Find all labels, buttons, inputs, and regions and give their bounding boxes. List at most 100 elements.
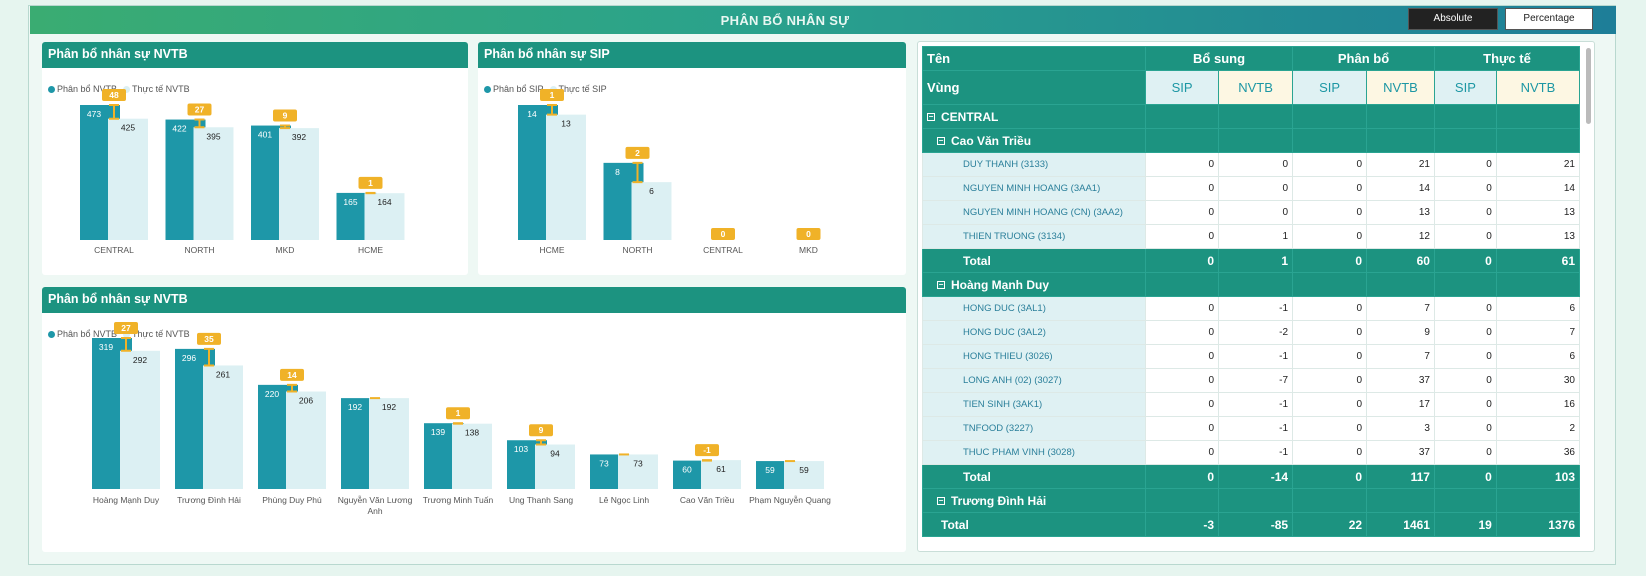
vertical-scrollbar[interactable] [1586, 48, 1591, 124]
column-header-name: Tên [921, 46, 1147, 71]
value-cell: 6 [1495, 296, 1581, 321]
chart-card-sip-region: Phân bổ nhân sự SIP Phân bổ SIP Thực tế … [478, 42, 906, 275]
distributor-name: TNFOOD (3227) [921, 416, 1147, 441]
collapse-icon[interactable]: − [937, 280, 945, 290]
bar-actual [631, 182, 672, 240]
value-cell: 7 [1366, 296, 1435, 321]
value-cell: 0 [1292, 152, 1368, 177]
distributor-name: TIEN SINH (3AK1) [921, 392, 1147, 417]
diff-badge [102, 89, 126, 101]
value-cell: 0 [1433, 224, 1497, 249]
group-row[interactable]: − CENTRAL [921, 104, 1581, 129]
total-value: 1 [1218, 248, 1294, 273]
table-row: LONG ANH (02) (3027) 0 -7 0 37 0 30 [921, 368, 1581, 393]
group-row[interactable]: − Cao Văn Triều [921, 128, 1581, 153]
total-value: 0 [1292, 248, 1368, 273]
manager-row-label[interactable]: − Trương Đình Hải [921, 488, 1147, 513]
table-cell [1366, 104, 1435, 129]
table-cell [1366, 128, 1435, 153]
category-label: Ung Thanh Sang [509, 495, 573, 505]
category-label: Anh [367, 506, 382, 516]
collapse-icon[interactable]: − [927, 112, 935, 122]
table-cell [1218, 272, 1294, 297]
data-label-actual: 261 [216, 369, 230, 379]
bar-actual [618, 454, 658, 489]
value-cell: 7 [1495, 320, 1581, 345]
diff-badge [446, 407, 470, 420]
chart-title: Phân bổ nhân sự SIP [478, 42, 906, 68]
data-label-primary: 473 [87, 109, 101, 119]
value-cell: 0 [1145, 200, 1220, 225]
manager-row-label[interactable]: − Cao Văn Triều [921, 128, 1147, 153]
table-cell [1145, 128, 1220, 153]
bar-actual [120, 350, 160, 489]
value-cell: 0 [1292, 200, 1368, 225]
value-cell: 13 [1366, 200, 1435, 225]
diff-label: 48 [109, 90, 119, 100]
value-cell: 0 [1218, 152, 1294, 177]
data-label-actual: 395 [206, 131, 220, 141]
manager-row-label[interactable]: − Hoàng Mạnh Duy [921, 272, 1147, 297]
chart-legend: Phân bổ NVTB Thực tế NVTB [48, 329, 190, 339]
grand-total-value: 1461 [1366, 512, 1435, 537]
bar-actual [193, 127, 234, 240]
bar-actual [108, 118, 148, 240]
value-cell: 0 [1145, 152, 1220, 177]
category-label: Phùng Duy Phú [262, 495, 322, 505]
diff-label: 14 [287, 370, 297, 380]
legend-item: Thực tế NVTB [123, 84, 190, 94]
value-cell: 36 [1495, 440, 1581, 465]
diff-label: 27 [195, 105, 205, 115]
diff-label: 1 [550, 90, 555, 100]
percentage-toggle-button[interactable]: Percentage [1505, 8, 1593, 30]
diff-label: 27 [121, 323, 131, 333]
value-cell: 9 [1366, 320, 1435, 345]
collapse-icon[interactable]: − [937, 496, 945, 506]
value-cell: 7 [1366, 344, 1435, 369]
value-cell: 0 [1433, 320, 1497, 345]
value-cell: 0 [1145, 416, 1220, 441]
diff-badge [540, 89, 564, 101]
bar-actual [784, 461, 824, 489]
bar-actual [364, 193, 405, 240]
total-label: Total [921, 248, 1147, 273]
value-cell: 0 [1433, 152, 1497, 177]
value-cell: 17 [1366, 392, 1435, 417]
category-label: Trương Đình Hải [177, 495, 241, 505]
diff-badge [695, 444, 719, 457]
category-label: Trương Minh Tuấn [423, 495, 494, 505]
diff-label: 35 [204, 334, 214, 344]
collapse-icon[interactable]: − [937, 136, 945, 146]
column-header-sip: SIP [1433, 70, 1497, 105]
diff-label: 1 [456, 408, 461, 418]
grand-total-value: 19 [1433, 512, 1497, 537]
diff-badge [625, 146, 650, 159]
diff-badge [796, 228, 821, 240]
bar-actual [203, 365, 243, 489]
table-row: TIEN SINH (3AK1) 0 -1 0 17 0 16 [921, 392, 1581, 417]
category-label: NORTH [184, 245, 214, 255]
value-cell: 3 [1366, 416, 1435, 441]
category-label: Phạm Nguyễn Quang [749, 495, 831, 505]
table-cell [1292, 272, 1368, 297]
value-cell: 30 [1495, 368, 1581, 393]
group-row[interactable]: − Trương Đình Hải [921, 488, 1581, 513]
region-row-label[interactable]: − CENTRAL [921, 104, 1147, 129]
value-cell: 0 [1292, 416, 1368, 441]
data-label-actual: 392 [292, 132, 306, 142]
group-row[interactable]: − Hoàng Mạnh Duy [921, 272, 1581, 297]
table-row: THUC PHAM VINH (3028) 0 -1 0 37 0 36 [921, 440, 1581, 465]
value-cell: -1 [1218, 296, 1294, 321]
diff-badge [358, 176, 383, 189]
total-value: 0 [1292, 464, 1368, 489]
chart-title: Phân bổ nhân sự NVTB [42, 42, 468, 68]
category-label: Nguyễn Văn Lương [338, 495, 413, 505]
absolute-toggle-button[interactable]: Absolute [1408, 8, 1498, 30]
value-cell: 0 [1433, 296, 1497, 321]
bar-actual [701, 460, 741, 489]
legend-item: Thực tế NVTB [123, 329, 190, 339]
table-cell [1366, 272, 1435, 297]
matrix-table: Tên Bổ sung Phân bổ Thực tế Vùng SIP NVT… [921, 46, 1581, 537]
value-cell: 0 [1218, 200, 1294, 225]
table-cell [1433, 272, 1497, 297]
